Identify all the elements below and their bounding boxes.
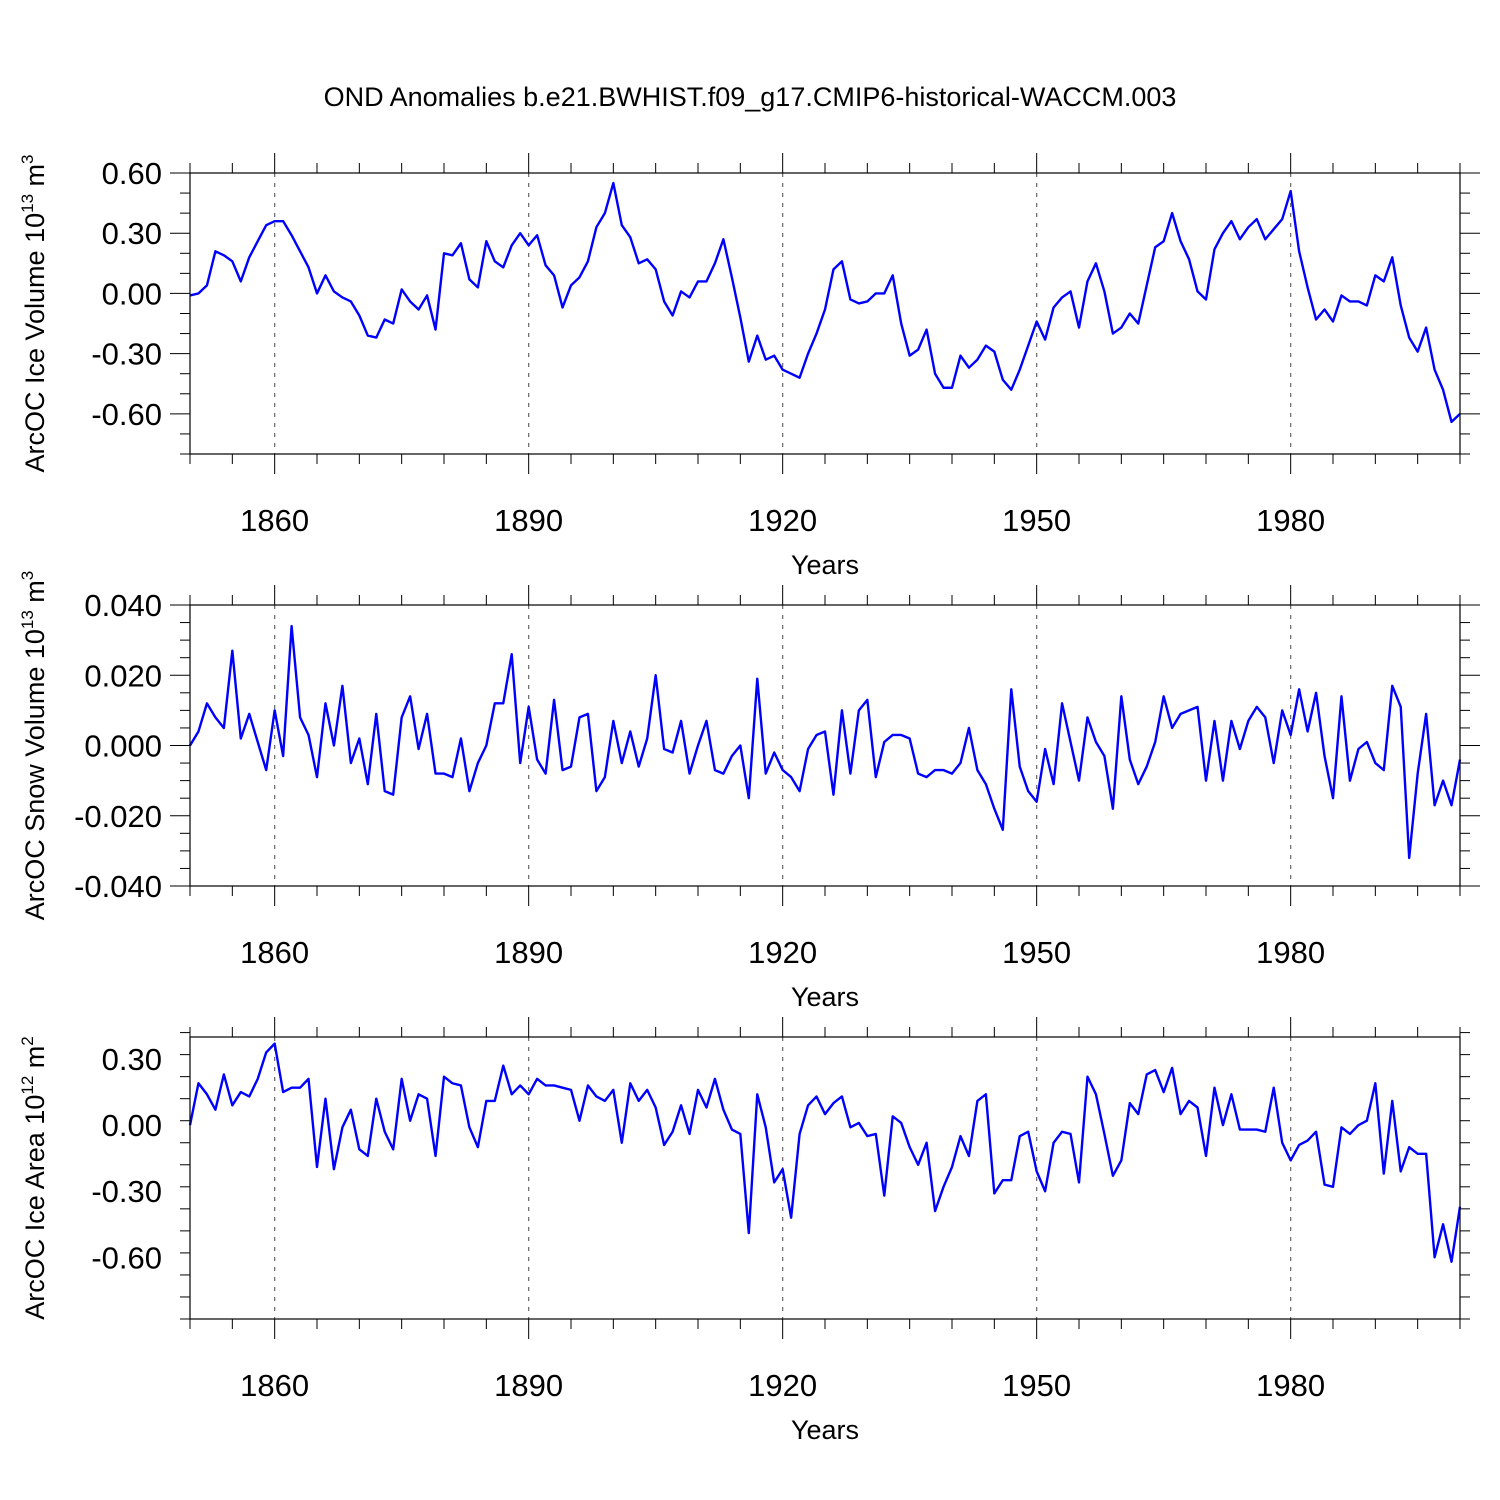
- x-tick-label: 1980: [1256, 503, 1325, 538]
- x-tick-label: 1920: [748, 935, 817, 970]
- x-tick-label: 1890: [494, 1368, 563, 1403]
- x-tick-label: 1890: [494, 935, 563, 970]
- y-axis-label-ylabel-unit-tail-exp: 2: [18, 1036, 37, 1045]
- y-tick-label: 0.040: [84, 588, 162, 623]
- y-tick-label: 0.00: [102, 276, 162, 311]
- y-axis-label-ylabel-unit-tail: m: [20, 580, 50, 610]
- y-axis-label-ylabel-unit-tail-exp: 3: [18, 154, 37, 163]
- y-tick-label: 0.30: [102, 216, 162, 251]
- y-tick-label: -0.30: [91, 1174, 162, 1209]
- y-axis-label-ylabel-unit-exp: 12: [18, 1076, 37, 1095]
- x-tick-label: 1860: [240, 503, 309, 538]
- y-axis-label-ylabel-unit-exp: 13: [18, 194, 37, 213]
- chart-title: OND Anomalies b.e21.BWHIST.f09_g17.CMIP6…: [324, 82, 1177, 112]
- y-axis-label-ylabel: ArcOC Snow Volume: [20, 659, 50, 920]
- y-axis-label-ylabel-unit-tail: m: [20, 164, 50, 194]
- x-axis-label: Years: [791, 1415, 859, 1445]
- x-tick-label: 1860: [240, 935, 309, 970]
- plot-frame: [189, 604, 1461, 887]
- plot-frame: [189, 172, 1461, 455]
- x-tick-label: 1980: [1256, 1368, 1325, 1403]
- y-axis-label-ylabel-unit-base: 10: [20, 213, 50, 243]
- series-line-snow-volume: [188, 624, 1462, 860]
- y-axis-label-ylabel: ArcOC Ice Area: [20, 1125, 50, 1320]
- x-tick-label: 1950: [1002, 935, 1071, 970]
- y-tick-label: 0.00: [102, 1108, 162, 1143]
- x-tick-label: 1920: [748, 1368, 817, 1403]
- x-axis-label: Years: [791, 550, 859, 580]
- x-tick-label: 1920: [748, 503, 817, 538]
- plot-frame: [189, 1036, 1461, 1320]
- panels: 1860 1890 1920 1950 1980 0.60 0.30 0.00 -0.30 -0.…: [18, 153, 1480, 1445]
- series-line-ice-area: [188, 1042, 1462, 1263]
- x-tick-label: 1950: [1002, 503, 1071, 538]
- y-tick-label: -0.040: [74, 869, 162, 904]
- y-axis-label-ylabel-unit-tail-exp: 3: [18, 571, 37, 580]
- y-tick-label: 0.020: [84, 658, 162, 693]
- x-tick-label: 1890: [494, 503, 563, 538]
- y-axis-label-ylabel-unit-exp: 13: [18, 610, 37, 629]
- panel-ice-area: 1860 1890 1920 1950 1980 0.30 0.00 -0.30 -0.60 Ye…: [18, 1017, 1470, 1445]
- y-axis-label-ylabel-unit-tail: m: [20, 1046, 50, 1076]
- y-axis-label: ArcOC Ice Area 1012 m2: [18, 1036, 50, 1320]
- y-tick-label: -0.30: [91, 337, 162, 372]
- y-tick-label: -0.60: [91, 397, 162, 432]
- y-tick-label: 0.30: [102, 1042, 162, 1077]
- panel-ice-volume: 1860 1890 1920 1950 1980 0.60 0.30 0.00 -0.30 -0.…: [18, 153, 1480, 580]
- series-line-ice-volume: [189, 181, 1461, 424]
- y-tick-label: -0.60: [91, 1240, 162, 1275]
- panel-snow-volume: 1860 1890 1920 1950 1980 0.040 0.020 0.000 -0.02…: [18, 571, 1480, 1012]
- y-axis-label-ylabel: ArcOC Ice Volume: [20, 243, 50, 473]
- y-tick-label: 0.000: [84, 729, 162, 764]
- y-axis-label-ylabel-unit-base: 10: [20, 1095, 50, 1125]
- y-axis-label: ArcOC Ice Volume 1013 m3: [18, 154, 50, 472]
- y-axis-label-ylabel-unit-base: 10: [20, 629, 50, 659]
- x-tick-label: 1860: [240, 1368, 309, 1403]
- x-axis-label: Years: [791, 982, 859, 1012]
- y-tick-label: -0.020: [74, 799, 162, 834]
- x-tick-label: 1980: [1256, 935, 1325, 970]
- y-tick-label: 0.60: [102, 156, 162, 191]
- y-axis-label: ArcOC Snow Volume 1013 m3: [18, 571, 50, 921]
- x-tick-label: 1950: [1002, 1368, 1071, 1403]
